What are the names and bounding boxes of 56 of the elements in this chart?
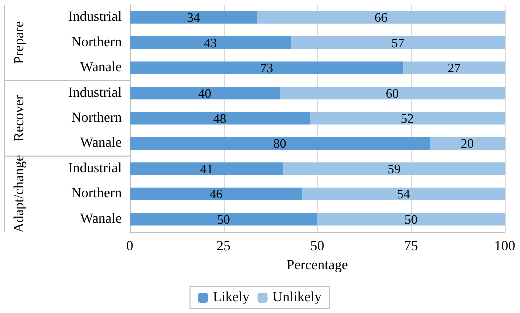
data-label: 73	[260, 60, 274, 76]
y-tick-label: Wanale	[80, 136, 122, 152]
data-label: 50	[404, 212, 418, 227]
bar	[310, 112, 505, 125]
data-label: 52	[401, 111, 414, 126]
data-label: 27	[448, 60, 462, 76]
data-label: 54	[397, 186, 411, 202]
text: Adapt/change	[12, 155, 28, 234]
y-tick-label: Wanale	[80, 212, 122, 227]
text: Prepare	[12, 21, 28, 64]
x-axis-title: Percentage	[286, 258, 348, 274]
y-tick-label: Northern	[71, 35, 122, 50]
data-label: 80	[274, 136, 286, 152]
bar	[130, 36, 292, 50]
y-tick-label: Wanale	[80, 60, 122, 76]
y-tick-label: Industrial	[68, 86, 122, 101]
data-label: 46	[210, 186, 224, 202]
data-label: 43	[204, 35, 218, 50]
bar	[130, 62, 404, 74]
data-label: 60	[386, 86, 399, 101]
bar	[130, 11, 258, 24]
bar	[302, 188, 505, 200]
x-tick-label: 50	[310, 240, 324, 254]
data-label: 66	[374, 10, 388, 26]
x-tick-label: 75	[404, 240, 418, 254]
bar	[430, 137, 505, 150]
y-tick-label: Industrial	[68, 10, 122, 26]
y-tick-label: Northern	[71, 186, 122, 202]
data-label: 34	[187, 10, 201, 26]
bar	[284, 162, 505, 176]
bar	[130, 86, 280, 100]
data-label: 59	[388, 161, 401, 176]
bar	[130, 162, 284, 176]
x-tick-label: 0	[126, 240, 134, 254]
bar	[404, 62, 505, 74]
bar	[130, 213, 318, 226]
legend-label: Likely	[213, 290, 250, 306]
data-label: 20	[461, 136, 474, 152]
y-tick-label: Industrial	[68, 161, 122, 176]
data-label: 41	[200, 161, 214, 176]
bar	[130, 112, 310, 125]
bar	[130, 137, 430, 150]
bar	[280, 86, 505, 100]
text: Recover	[12, 94, 28, 142]
x-tick-label: 25	[216, 240, 231, 254]
x-tick-label: 100	[494, 240, 516, 254]
bar	[130, 188, 302, 200]
data-label: 50	[217, 212, 230, 227]
data-label: 57	[392, 35, 406, 50]
bar	[291, 36, 505, 50]
data-label: 40	[198, 86, 212, 101]
bar	[318, 213, 505, 226]
y-tick-label: Northern	[71, 111, 122, 126]
legend-label: Unlikely	[272, 290, 322, 306]
data-label: 48	[214, 111, 226, 126]
bar	[258, 11, 505, 24]
